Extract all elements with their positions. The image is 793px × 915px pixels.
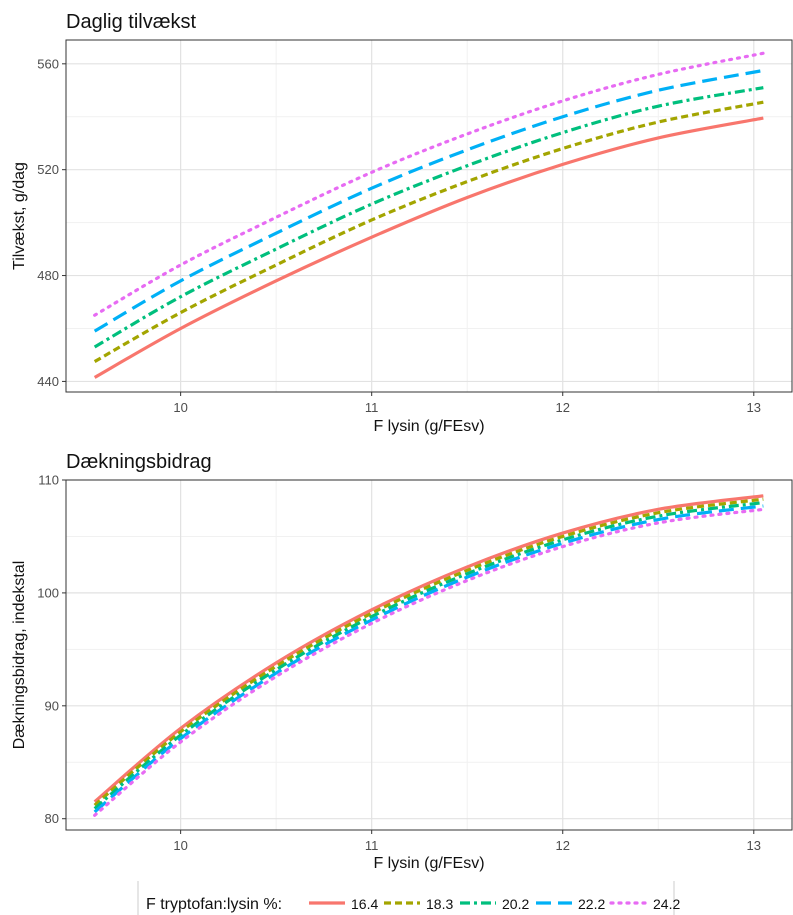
legend-label-22.2: 22.2	[578, 896, 605, 912]
x-tick-label: 10	[173, 400, 187, 415]
x-tick-label: 13	[747, 838, 761, 853]
legend-title: F tryptofan:lysin %:	[146, 896, 282, 913]
contribution-lines	[93, 494, 765, 817]
growth-y-axis-label: Tilvækst, g/dag	[11, 162, 28, 270]
y-tick-label: 110	[38, 473, 59, 488]
series-line-24.2	[93, 51, 765, 317]
growth-panel: Daglig tilvækst 10 11 12 13 440 480 520 560 F …	[11, 11, 793, 435]
contribution-y-axis-label: Dækningsbidrag, indekstal	[11, 561, 28, 750]
growth-lines	[93, 51, 765, 379]
legend: F tryptofan:lysin %: 16.4 18.3 20.2 22.2 24.…	[137, 881, 680, 915]
contribution-plot-border	[65, 479, 793, 831]
contribution-y-ticks: 80 90 100 110	[37, 473, 66, 826]
legend-items: 16.4 18.3 20.2 22.2 24.2	[309, 896, 680, 912]
x-tick-label: 11	[365, 400, 379, 415]
contribution-chart-title: Dækningsbidrag	[66, 451, 212, 473]
series-line-22.2	[93, 68, 764, 333]
growth-x-ticks: 10 11 12 13	[173, 392, 761, 415]
series-line-18.3	[93, 100, 764, 363]
contribution-x-axis-label: F lysin (g/FEsv)	[373, 855, 484, 872]
legend-label-18.3: 18.3	[426, 896, 453, 912]
y-tick-label: 560	[37, 56, 59, 71]
y-tick-label: 80	[45, 811, 59, 826]
growth-chart-title: Daglig tilvækst	[66, 11, 196, 33]
y-tick-label: 440	[37, 374, 59, 389]
x-tick-label: 10	[173, 838, 187, 853]
y-tick-label: 100	[37, 585, 59, 600]
growth-plot-border	[65, 39, 793, 393]
x-tick-label: 12	[556, 838, 570, 853]
growth-x-axis-label: F lysin (g/FEsv)	[373, 418, 484, 435]
contribution-panel: Dækningsbidrag 10 11 12 13 80 90 100 110 F lys…	[11, 451, 793, 872]
x-tick-label: 11	[365, 838, 379, 853]
legend-label-20.2: 20.2	[502, 896, 529, 912]
series-line-20.2	[93, 500, 764, 810]
x-tick-label: 13	[747, 400, 761, 415]
contribution-x-ticks: 10 11 12 13	[173, 830, 761, 853]
series-line-22.2	[93, 504, 764, 814]
series-line-16.4	[93, 494, 764, 803]
series-line-18.3	[93, 497, 764, 807]
x-tick-label: 12	[556, 400, 570, 415]
y-tick-label: 520	[37, 162, 59, 177]
series-line-20.2	[93, 86, 764, 349]
legend-label-16.4: 16.4	[351, 896, 378, 912]
series-line-16.4	[93, 116, 764, 379]
y-tick-label: 480	[37, 268, 59, 283]
growth-y-ticks: 440 480 520 560	[37, 56, 66, 389]
y-tick-label: 90	[45, 698, 59, 713]
series-line-24.2	[93, 507, 765, 817]
legend-label-24.2: 24.2	[653, 896, 680, 912]
